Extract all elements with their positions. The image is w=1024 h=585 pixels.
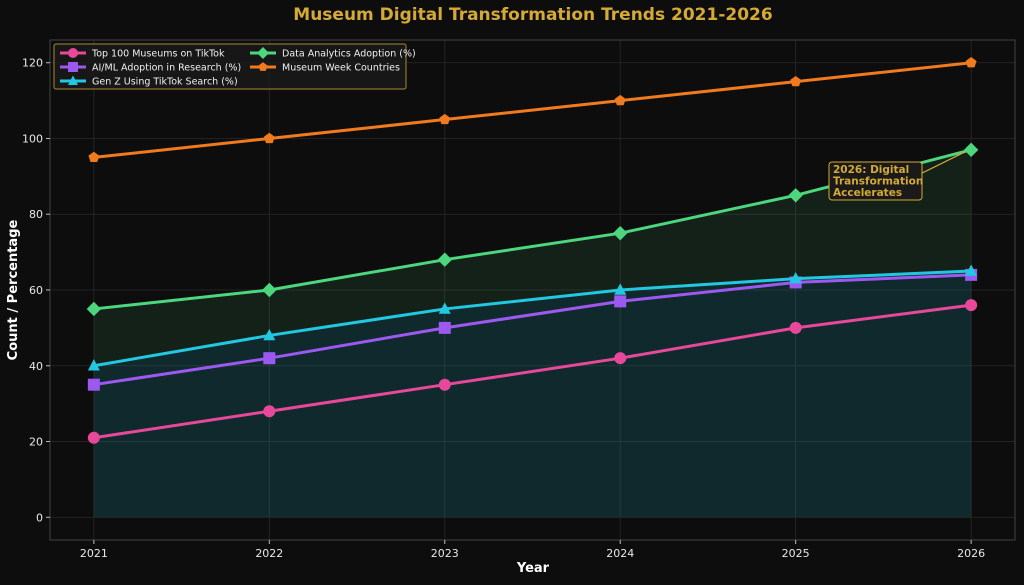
- x-tick-label: 2023: [431, 547, 459, 560]
- data-point: [965, 57, 977, 68]
- series-line: [92, 148, 973, 311]
- y-tick-label: 80: [29, 208, 43, 221]
- series-line: [92, 303, 973, 440]
- series-0: [87, 299, 978, 444]
- data-point: [614, 94, 626, 106]
- data-point: [789, 272, 802, 284]
- data-point: [88, 151, 100, 163]
- data-point: [614, 352, 627, 365]
- series-lines: [86, 57, 979, 444]
- data-point: [789, 321, 802, 334]
- legend-item: Top 100 Museums on TikTok: [60, 48, 225, 60]
- gen-z-area-fill: [93, 271, 972, 518]
- chart-title: Museum Digital Transformation Trends 202…: [293, 5, 772, 25]
- x-axis-label: Year: [516, 561, 550, 576]
- y-tick-label: 0: [36, 511, 43, 524]
- area-fills: [93, 149, 972, 518]
- legend-item: Museum Week Countries: [250, 62, 400, 74]
- legend-item: Gen Z Using TikTok Search (%): [60, 75, 238, 88]
- analytics-area-fill: [93, 149, 972, 366]
- data-point: [790, 75, 802, 87]
- series-line: [92, 269, 973, 368]
- legend-label: Museum Week Countries: [282, 63, 400, 74]
- legend-item: Data Analytics Adoption (%): [250, 47, 416, 60]
- legend-label: Data Analytics Adoption (%): [282, 49, 416, 60]
- x-tick-label: 2026: [957, 547, 985, 560]
- series-3: [86, 142, 979, 317]
- data-point: [86, 301, 102, 317]
- data-point: [965, 299, 978, 312]
- data-point: [438, 302, 451, 314]
- x-tick-label: 2022: [255, 547, 283, 560]
- data-point: [262, 282, 277, 298]
- series-line: [92, 273, 973, 387]
- legend-marker: [68, 62, 78, 72]
- legend-marker: [257, 47, 269, 59]
- y-axis-label: Count / Percentage: [6, 219, 21, 360]
- x-tick-label: 2025: [782, 547, 810, 560]
- data-point: [788, 188, 803, 203]
- legend-marker: [68, 48, 78, 58]
- x-tick-label: 2021: [80, 547, 108, 560]
- data-point: [614, 295, 627, 308]
- data-point: [263, 132, 275, 144]
- legend-label: Top 100 Museums on TikTok: [91, 49, 225, 60]
- data-point: [87, 431, 100, 444]
- data-point: [613, 225, 628, 241]
- data-point: [614, 283, 627, 295]
- data-point: [965, 264, 978, 276]
- y-tick-label: 60: [29, 284, 43, 297]
- data-point: [263, 405, 276, 418]
- annotation-text-line: Accelerates: [833, 187, 902, 199]
- legend-box: [53, 43, 407, 90]
- legend-label: Gen Z Using TikTok Search (%): [92, 77, 238, 88]
- annotation-text-line: 2026: Digital: [833, 164, 909, 176]
- data-point: [438, 378, 451, 391]
- legend-marker: [258, 62, 268, 71]
- data-point: [439, 113, 451, 125]
- legend: Top 100 Museums on TikTok AI/ML Adoption …: [53, 43, 416, 90]
- series-line: [92, 61, 973, 159]
- data-point: [87, 378, 100, 391]
- legend-item: AI/ML Adoption in Research (%): [60, 62, 241, 74]
- data-point: [437, 252, 452, 267]
- y-tick-label: 20: [29, 436, 43, 449]
- y-tick-label: 100: [22, 132, 43, 145]
- series-4: [88, 57, 977, 163]
- data-point: [438, 321, 451, 334]
- annotation-box: [828, 161, 923, 201]
- annotation-text-line: Transformation: [833, 176, 923, 188]
- data-point: [263, 328, 276, 341]
- series-2: [87, 264, 978, 371]
- legend-label: AI/ML Adoption in Research (%): [92, 63, 241, 74]
- data-point: [87, 359, 100, 371]
- axes: 0 20 40 60 80 100 120 2021 2022 2023 2024 2025 2026: [22, 39, 1016, 560]
- data-point: [263, 352, 276, 365]
- x-tick-label: 2024: [606, 547, 634, 560]
- y-tick-label: 120: [22, 57, 43, 70]
- y-tick-label: 40: [29, 360, 43, 373]
- data-point: [963, 142, 979, 158]
- legend-marker: [68, 75, 78, 85]
